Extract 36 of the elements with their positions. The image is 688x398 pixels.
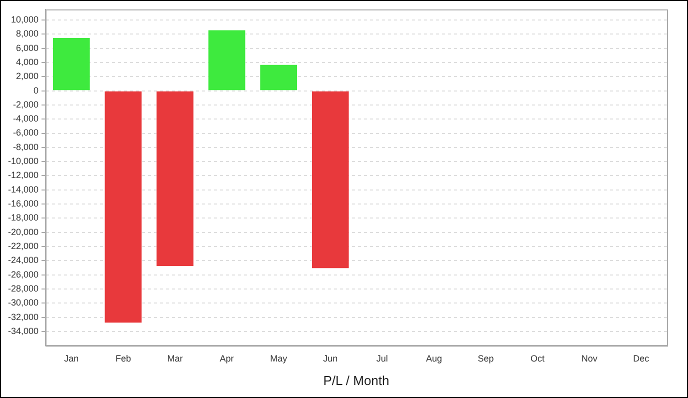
- x-tick-label: Oct: [530, 353, 546, 364]
- y-tick-label: -10,000: [8, 156, 39, 166]
- y-tick-label: 6,000: [16, 42, 39, 53]
- y-tick-label: -8,000: [12, 142, 39, 152]
- y-tick-label: -26,000: [8, 269, 39, 280]
- y-tick-label: -30,000: [8, 298, 39, 308]
- x-tick-label: Nov: [581, 353, 598, 364]
- y-tick-label: -24,000: [8, 255, 39, 266]
- y-tick-label: -18,000: [8, 212, 39, 223]
- x-tick-label: Jul: [376, 353, 388, 364]
- y-tick-label: -28,000: [8, 283, 39, 294]
- x-tick-label: Dec: [633, 353, 650, 364]
- y-tick-label: -16,000: [8, 198, 39, 209]
- y-tick-label: 2,000: [16, 71, 39, 82]
- y-tick-label: -2,000: [12, 99, 39, 110]
- y-tick-label: -34,000: [8, 326, 39, 336]
- y-tick-label: -14,000: [8, 184, 39, 194]
- x-tick-label: Mar: [167, 353, 183, 364]
- y-tick-label: -22,000: [8, 240, 39, 251]
- y-tick-label: -6,000: [12, 128, 39, 138]
- x-tick-label: May: [270, 353, 288, 364]
- y-tick-label: 10,000: [10, 14, 39, 24]
- y-tick-label: 4,000: [16, 56, 39, 67]
- x-tick-label: Sep: [478, 353, 494, 364]
- x-tick-label: Apr: [220, 353, 234, 364]
- x-tick-label: Aug: [426, 353, 442, 364]
- y-tick-label: -20,000: [8, 226, 39, 237]
- y-tick-label: -12,000: [8, 170, 39, 180]
- x-tick-label: Jan: [64, 353, 79, 364]
- y-tick-label: -4,000: [12, 114, 39, 124]
- x-tick-label: Jun: [323, 353, 338, 364]
- x-axis-title: P/L / Month: [323, 372, 390, 388]
- y-tick-label: 8,000: [16, 28, 39, 39]
- x-tick-label: Feb: [115, 353, 131, 364]
- y-tick-label: 0: [34, 85, 39, 96]
- y-tick-label: -32,000: [8, 312, 39, 322]
